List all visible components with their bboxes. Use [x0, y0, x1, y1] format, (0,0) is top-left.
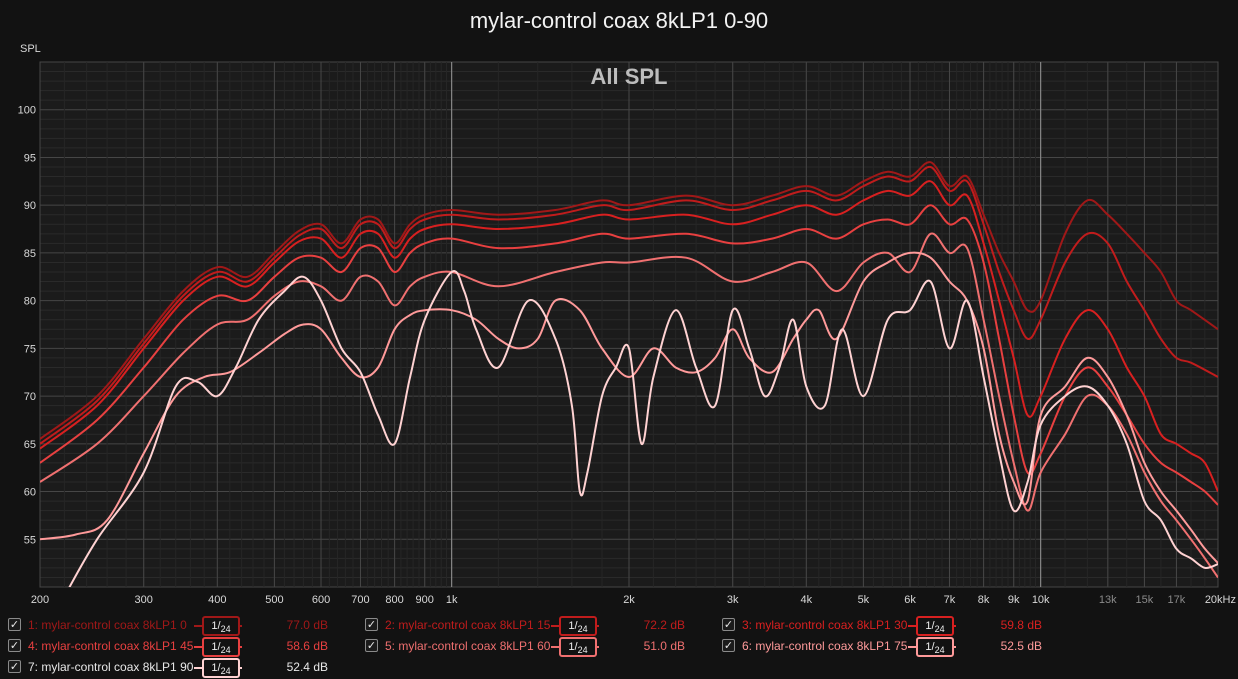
chart-title: mylar-control coax 8kLP1 0-90: [469, 8, 769, 33]
frequency-response-chart: All SPL SPL 55 60 65 70 75 80 85 90 95 100 200 300…: [18, 43, 1236, 606]
legend-item-5[interactable]: ✓ 5: mylar-control coax 8kLP1 60 1/24 51.0 …: [365, 637, 705, 657]
x-tick-label: 5k: [858, 594, 870, 606]
smoothing-button[interactable]: 1/24: [559, 637, 597, 657]
legend-checkbox[interactable]: ✓: [365, 639, 378, 652]
legend-item-4[interactable]: ✓ 4: mylar-control coax 8kLP1 45 1/24 58.6 …: [8, 637, 348, 657]
x-tick-label: 400: [208, 594, 226, 606]
x-tick-label: 9k: [1008, 594, 1020, 606]
y-tick-label: 60: [24, 487, 36, 499]
y-tick-label: 85: [24, 248, 36, 260]
legend-value: 77.0 dB: [286, 618, 328, 632]
x-tick-label: 800: [385, 594, 403, 606]
x-tick-label: 7k: [944, 594, 956, 606]
series-line-6: [40, 251, 1218, 564]
smoothing-button[interactable]: 1/24: [916, 637, 954, 657]
x-tick-label: 6k: [904, 594, 916, 606]
smoothing-button[interactable]: 1/24: [559, 616, 597, 636]
legend-item-1[interactable]: ✓ 1: mylar-control coax 8kLP1 0 1/24 77.0 d…: [8, 616, 348, 636]
x-tick-label: 700: [351, 594, 369, 606]
smoothing-button[interactable]: 1/24: [202, 616, 240, 636]
x-tick-label: 200: [31, 594, 49, 606]
watermark-text: All SPL: [590, 64, 667, 89]
legend-item-6[interactable]: ✓ 6: mylar-control coax 8kLP1 75 1/24 52.5 …: [722, 637, 1062, 657]
legend-value: 59.8 dB: [1000, 618, 1042, 632]
y-tick-label: 65: [24, 439, 36, 451]
legend-label: 2: mylar-control coax 8kLP1 15: [385, 618, 551, 632]
series-line-5: [40, 232, 1218, 579]
x-tick-label: 2k: [623, 594, 635, 606]
legend-item-2[interactable]: ✓ 2: mylar-control coax 8kLP1 15 1/24 72.2 …: [365, 616, 705, 636]
legend-checkbox[interactable]: ✓: [8, 660, 21, 673]
legend-label: 5: mylar-control coax 8kLP1 60: [385, 639, 551, 653]
x-tick-label: 900: [416, 594, 434, 606]
x-tick-label: 600: [312, 594, 330, 606]
series-lines: [40, 161, 1218, 587]
x-tick-label: 10k: [1032, 594, 1050, 606]
x-tick-label: 15k: [1136, 594, 1154, 606]
smoothing-button[interactable]: 1/24: [202, 658, 240, 678]
grid: [39, 61, 1219, 588]
y-tick-label: 95: [24, 152, 36, 164]
x-axis-ticks: 200 300 400 500 600 700 800 900 1k 2k 3k 4k 5k 6k 7k 8k…: [31, 594, 1236, 606]
legend-label: 3: mylar-control coax 8kLP1 30: [742, 618, 908, 632]
legend-checkbox[interactable]: ✓: [722, 618, 735, 631]
legend-value: 72.2 dB: [643, 618, 685, 632]
y-tick-label: 75: [24, 343, 36, 355]
legend-item-3[interactable]: ✓ 3: mylar-control coax 8kLP1 30 1/24 59.8 …: [722, 616, 1062, 636]
series-line-7: [68, 270, 1218, 587]
y-tick-label: 55: [24, 534, 36, 546]
x-tick-label: 300: [135, 594, 153, 606]
series-line-1: [40, 161, 1218, 440]
x-tick-label: 3k: [727, 594, 739, 606]
y-axis-ticks: 55 60 65 70 75 80 85 90 95 100: [18, 105, 36, 547]
legend-label: 1: mylar-control coax 8kLP1 0: [28, 618, 187, 632]
y-tick-label: 80: [24, 296, 36, 308]
series-line-4: [40, 204, 1218, 506]
legend-label: 7: mylar-control coax 8kLP1 90: [28, 660, 194, 674]
x-tick-label: 500: [265, 594, 283, 606]
y-axis-label: SPL: [20, 43, 41, 55]
legend-value: 52.4 dB: [286, 660, 328, 674]
legend-value: 58.6 dB: [286, 639, 328, 653]
y-tick-label: 70: [24, 391, 36, 403]
legend-item-7[interactable]: ✓ 7: mylar-control coax 8kLP1 90 1/24 52.4 …: [8, 658, 348, 678]
legend-checkbox[interactable]: ✓: [8, 618, 21, 631]
legend-checkbox[interactable]: ✓: [8, 639, 21, 652]
legend-label: 6: mylar-control coax 8kLP1 75: [742, 639, 908, 653]
x-tick-label: 8k: [978, 594, 990, 606]
legend-value: 52.5 dB: [1000, 639, 1042, 653]
smoothing-button[interactable]: 1/24: [202, 637, 240, 657]
smoothing-button[interactable]: 1/24: [916, 616, 954, 636]
x-tick-label: 20kHz: [1205, 594, 1236, 606]
x-tick-label: 17k: [1168, 594, 1186, 606]
legend-checkbox[interactable]: ✓: [722, 639, 735, 652]
series-line-2: [40, 165, 1218, 445]
x-tick-label: 4k: [800, 594, 812, 606]
legend-checkbox[interactable]: ✓: [365, 618, 378, 631]
legend: ✓ 1: mylar-control coax 8kLP1 0 1/24 77.0 d…: [0, 614, 1238, 679]
legend-value: 51.0 dB: [643, 639, 685, 653]
x-tick-label: 1k: [446, 594, 458, 606]
legend-label: 4: mylar-control coax 8kLP1 45: [28, 639, 194, 653]
y-tick-label: 90: [24, 200, 36, 212]
x-tick-label: 13k: [1099, 594, 1117, 606]
series-line-3: [40, 180, 1218, 492]
y-tick-label: 100: [18, 105, 36, 117]
